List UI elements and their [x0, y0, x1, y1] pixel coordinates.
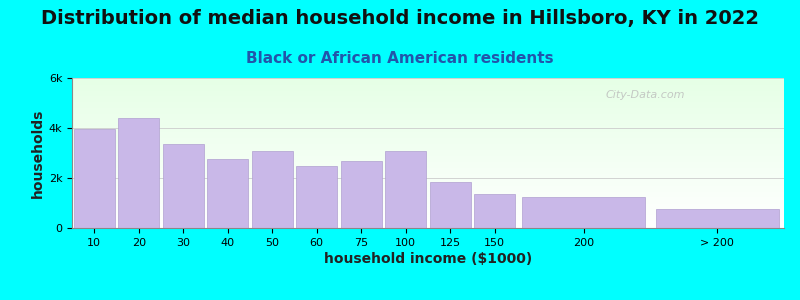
Bar — [118, 118, 159, 228]
Bar — [522, 197, 645, 228]
Bar — [430, 182, 470, 228]
Bar — [474, 194, 515, 228]
Bar — [386, 151, 426, 228]
Bar — [162, 144, 204, 228]
Bar — [74, 129, 114, 228]
Bar — [296, 166, 338, 228]
Text: Black or African American residents: Black or African American residents — [246, 51, 554, 66]
Y-axis label: households: households — [30, 108, 45, 198]
Bar — [207, 159, 248, 228]
Bar — [656, 209, 778, 228]
Text: Distribution of median household income in Hillsboro, KY in 2022: Distribution of median household income … — [41, 9, 759, 28]
Bar — [341, 160, 382, 228]
Bar — [252, 151, 293, 228]
X-axis label: household income ($1000): household income ($1000) — [324, 252, 532, 266]
Text: City-Data.com: City-Data.com — [606, 90, 686, 100]
